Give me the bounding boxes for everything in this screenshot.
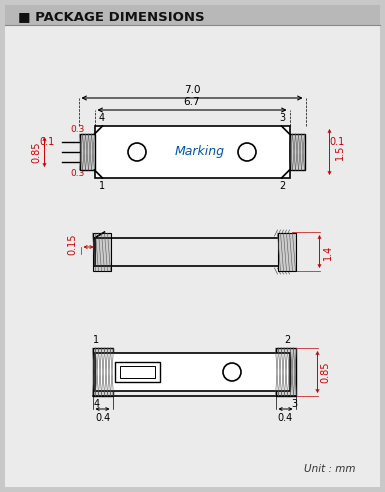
Text: 4: 4 [94,399,100,409]
Text: 3: 3 [280,113,286,123]
Text: 4: 4 [99,113,105,123]
Text: 2: 2 [279,181,286,191]
FancyBboxPatch shape [5,5,380,487]
Text: 1.5: 1.5 [335,144,345,160]
Bar [276,348,296,396]
Text: 0.3: 0.3 [70,125,84,134]
Text: 0.85: 0.85 [320,361,330,383]
Text: 0.15: 0.15 [67,233,77,255]
Circle shape [238,143,256,161]
Bar [290,134,305,170]
Bar [119,366,154,378]
Text: 0.4: 0.4 [95,413,110,423]
Text: 0.4: 0.4 [278,413,293,423]
Text: Unit : mm: Unit : mm [303,464,355,474]
Bar [92,348,112,396]
Bar [5,5,380,25]
Text: 1.4: 1.4 [323,245,333,260]
Circle shape [128,143,146,161]
Text: 2: 2 [285,335,291,345]
Circle shape [223,363,241,381]
Text: 1: 1 [99,181,105,191]
Bar [92,233,110,271]
Text: 0.1: 0.1 [329,137,344,147]
Text: 7.0: 7.0 [184,85,200,95]
Text: Marking: Marking [175,146,225,158]
Text: 3: 3 [291,399,298,409]
Bar [114,362,159,382]
Text: 0.3: 0.3 [70,170,84,179]
Bar [94,353,290,391]
Bar [94,126,290,178]
Text: ■ PACKAGE DIMENSIONS: ■ PACKAGE DIMENSIONS [18,10,204,23]
Bar [278,233,296,271]
Text: 0.85: 0.85 [32,141,42,163]
Text: 1: 1 [94,335,100,345]
Text: 0.1: 0.1 [40,137,55,147]
Bar [79,134,94,170]
Text: 6.7: 6.7 [184,97,200,107]
